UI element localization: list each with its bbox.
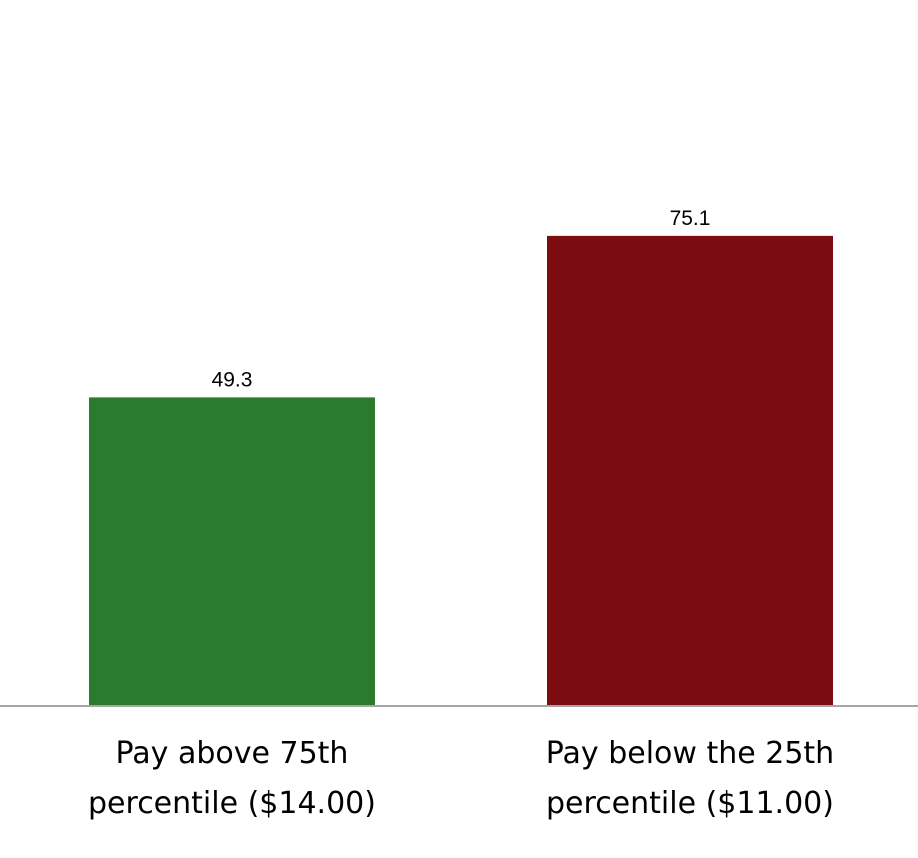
category-label-line: percentile ($11.00)	[546, 786, 834, 821]
bar-1	[89, 397, 375, 706]
category-label-line: Pay below the 25th	[546, 736, 834, 771]
data-label-2: 75.1	[670, 207, 711, 230]
bar-2	[547, 236, 833, 706]
category-label-line: Pay above 75th	[116, 736, 349, 771]
data-label-1: 49.3	[212, 368, 253, 391]
category-label-1: Pay above 75th percentile ($14.00)	[88, 736, 376, 821]
category-label-2: Pay below the 25th percentile ($11.00)	[546, 736, 834, 821]
category-label-line: percentile ($14.00)	[88, 786, 376, 821]
bars	[89, 236, 833, 706]
